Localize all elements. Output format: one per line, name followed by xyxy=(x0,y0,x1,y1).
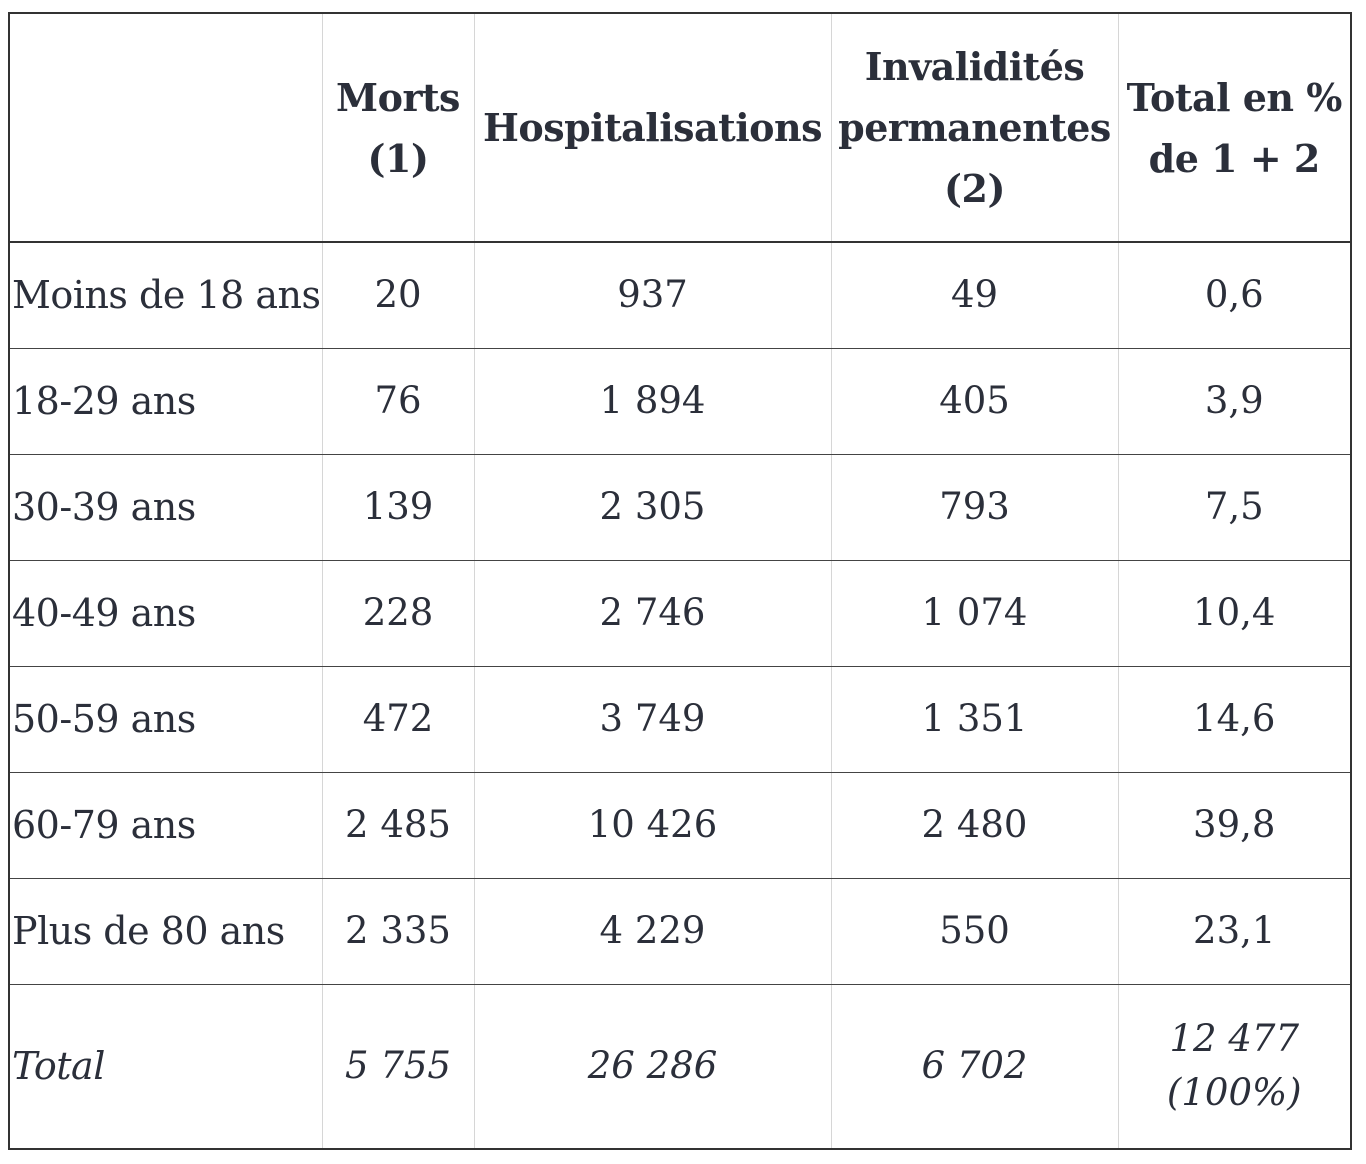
hospitalisations-cell: 2 305 xyxy=(473,453,832,561)
morts-cell: 76 xyxy=(321,347,475,455)
invalidites-cell: 793 xyxy=(830,453,1119,561)
table-row: Plus de 80 ans 2 335 4 229 550 23,1 xyxy=(8,877,1352,985)
header-hospitalisations: Hospitalisations xyxy=(473,12,832,243)
table-row: 60-79 ans 2 485 10 426 2 480 39,8 xyxy=(8,771,1352,879)
morts-cell: 472 xyxy=(321,665,475,773)
header-row: Morts (1) Hospitalisations Invalidités p… xyxy=(8,12,1352,243)
total-invalidites-cell: 6 702 xyxy=(830,983,1119,1150)
table-row: 30-39 ans 139 2 305 793 7,5 xyxy=(8,453,1352,561)
hospitalisations-cell: 3 749 xyxy=(473,665,832,773)
hospitalisations-cell: 4 229 xyxy=(473,877,832,985)
invalidites-cell: 1 074 xyxy=(830,559,1119,667)
total-label: Total xyxy=(8,983,323,1150)
invalidites-cell: 405 xyxy=(830,347,1119,455)
hospitalisations-cell: 1 894 xyxy=(473,347,832,455)
total-row: Total 5 755 26 286 6 702 12 477 (100%) xyxy=(8,983,1352,1150)
age-group-label: 30-39 ans xyxy=(8,453,323,561)
total-percent-cell: 14,6 xyxy=(1117,665,1352,773)
hospitalisations-cell: 10 426 xyxy=(473,771,832,879)
invalidites-cell: 1 351 xyxy=(830,665,1119,773)
header-age-group xyxy=(8,12,323,243)
morts-cell: 139 xyxy=(321,453,475,561)
age-group-label: Moins de 18 ans xyxy=(8,241,323,349)
total-percent-cell: 23,1 xyxy=(1117,877,1352,985)
total-hospitalisations-cell: 26 286 xyxy=(473,983,832,1150)
invalidites-cell: 49 xyxy=(830,241,1119,349)
statistics-table: Morts (1) Hospitalisations Invalidités p… xyxy=(8,12,1352,1150)
age-group-label: 60-79 ans xyxy=(8,771,323,879)
morts-cell: 228 xyxy=(321,559,475,667)
header-morts: Morts (1) xyxy=(321,12,475,243)
invalidites-cell: 550 xyxy=(830,877,1119,985)
invalidites-cell: 2 480 xyxy=(830,771,1119,879)
morts-cell: 20 xyxy=(321,241,475,349)
table-row: 50-59 ans 472 3 749 1 351 14,6 xyxy=(8,665,1352,773)
total-percent-cell: 0,6 xyxy=(1117,241,1352,349)
age-group-label: 40-49 ans xyxy=(8,559,323,667)
table-row: Moins de 18 ans 20 937 49 0,6 xyxy=(8,241,1352,349)
table-row: 40-49 ans 228 2 746 1 074 10,4 xyxy=(8,559,1352,667)
age-group-label: Plus de 80 ans xyxy=(8,877,323,985)
total-overall-cell: 12 477 (100%) xyxy=(1117,983,1352,1150)
hospitalisations-cell: 937 xyxy=(473,241,832,349)
total-percent-cell: 7,5 xyxy=(1117,453,1352,561)
morts-cell: 2 335 xyxy=(321,877,475,985)
morts-cell: 2 485 xyxy=(321,771,475,879)
header-total-percent: Total en % de 1 + 2 xyxy=(1117,12,1352,243)
age-group-label: 50-59 ans xyxy=(8,665,323,773)
hospitalisations-cell: 2 746 xyxy=(473,559,832,667)
total-percent-cell: 10,4 xyxy=(1117,559,1352,667)
age-group-label: 18-29 ans xyxy=(8,347,323,455)
header-invalidites: Invalidités permanentes (2) xyxy=(830,12,1119,243)
total-percent-cell: 3,9 xyxy=(1117,347,1352,455)
total-percent-cell: 39,8 xyxy=(1117,771,1352,879)
table-row: 18-29 ans 76 1 894 405 3,9 xyxy=(8,347,1352,455)
total-morts-cell: 5 755 xyxy=(321,983,475,1150)
